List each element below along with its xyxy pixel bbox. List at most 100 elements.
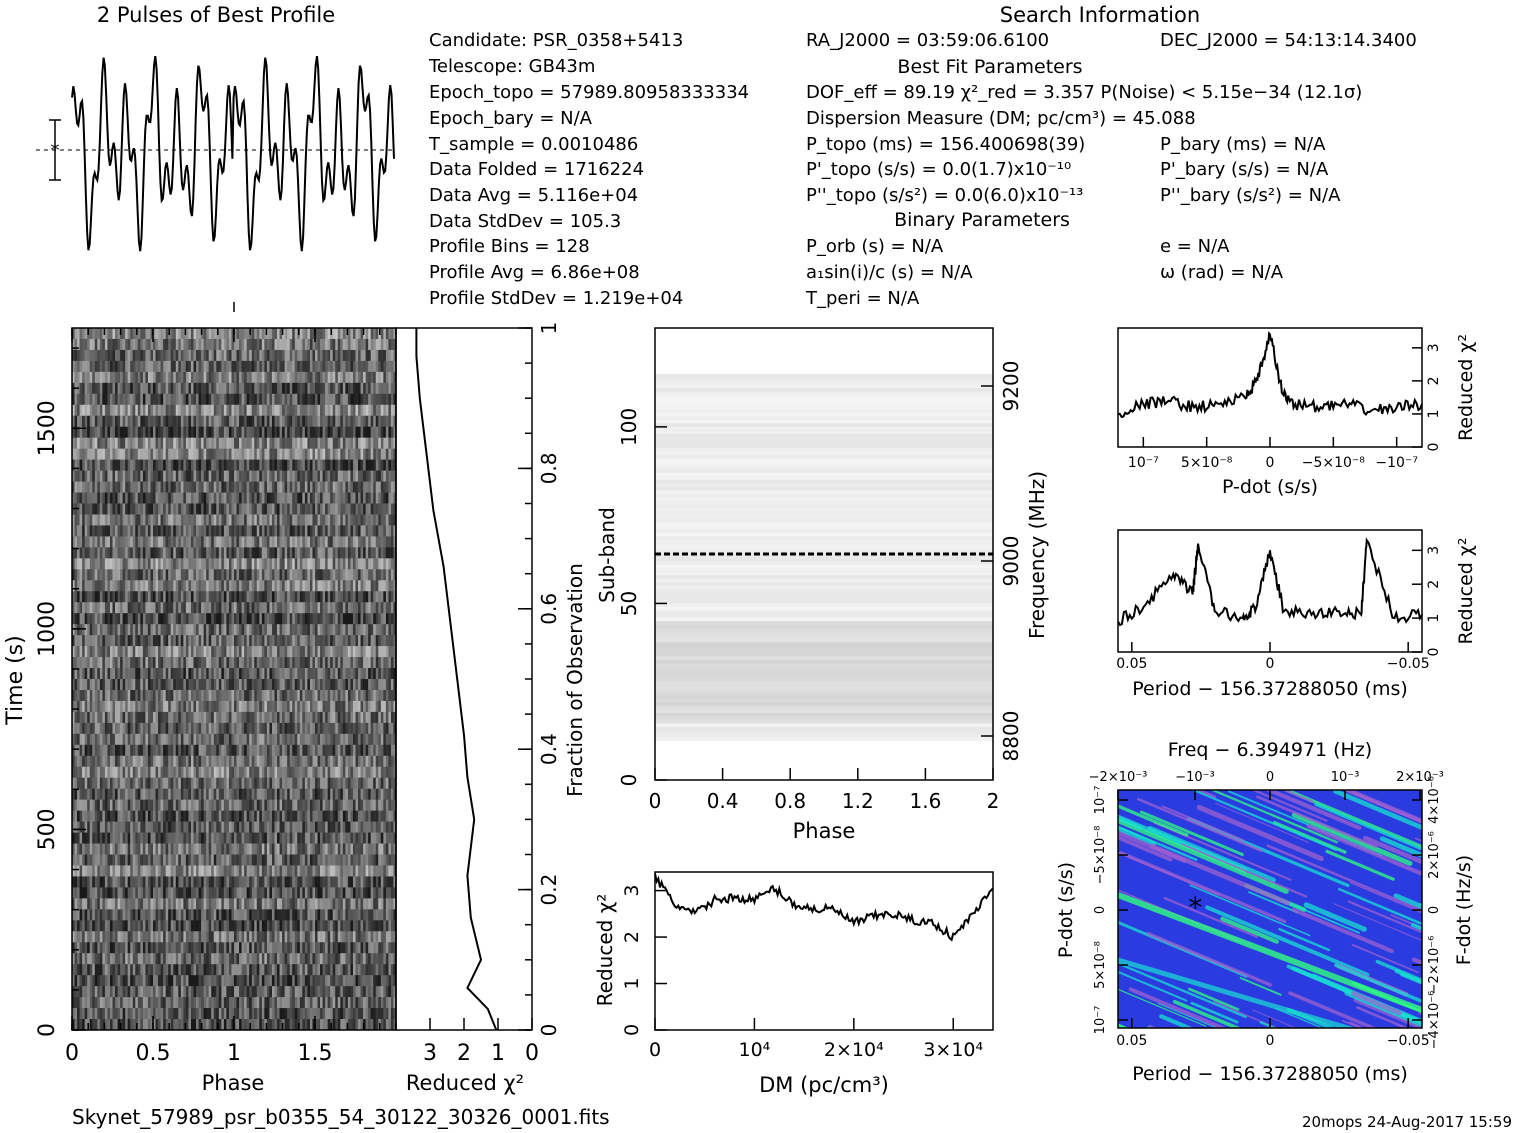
time-phase-cell	[183, 481, 187, 493]
time-phase-cell	[309, 679, 313, 691]
time-phase-cell	[155, 580, 159, 592]
time-phase-cell	[330, 602, 334, 614]
time-phase-cell	[180, 591, 184, 603]
time-phase-cell	[251, 393, 255, 406]
time-phase-cell	[112, 371, 116, 384]
time-phase-cell	[82, 448, 86, 461]
time-phase-cell	[320, 547, 323, 559]
time-phase-cell	[256, 525, 260, 537]
time-phase-cell	[198, 415, 202, 428]
time-phase-cell	[165, 349, 169, 362]
time-phase-cell	[287, 338, 291, 351]
time-phase-cell	[198, 646, 202, 658]
time-phase-cell	[368, 547, 372, 559]
time-phase-cell	[226, 448, 230, 461]
time-phase-cell	[216, 657, 220, 669]
time-phase-cell	[241, 536, 245, 548]
time-phase-cell	[309, 646, 313, 658]
time-phase-cell	[388, 624, 392, 636]
time-phase-cell	[299, 481, 303, 493]
time-phase-cell	[92, 481, 96, 493]
time-phase-cell	[158, 646, 161, 658]
time-phase-cell	[269, 525, 273, 537]
time-phase-cell	[358, 679, 361, 691]
time-phase-cell	[355, 602, 359, 614]
time-phase-cell	[269, 558, 273, 570]
time-phase-cell	[79, 349, 83, 362]
time-phase-cell	[307, 349, 311, 362]
time-phase-cell	[175, 349, 179, 362]
time-phase-cell	[360, 448, 364, 461]
time-phase-cell	[370, 569, 374, 581]
time-phase-cell	[370, 437, 374, 450]
time-phase-cell	[213, 547, 217, 559]
time-phase-cell	[304, 536, 308, 548]
time-phase-cell	[297, 404, 301, 417]
time-phase-cell	[203, 503, 207, 515]
time-phase-cell	[120, 415, 124, 428]
time-phase-cell	[180, 481, 184, 493]
time-phase-cell	[163, 700, 167, 713]
time-phase-cell	[345, 700, 349, 713]
time-phase-cell	[363, 536, 367, 548]
time-phase-cell	[340, 547, 344, 559]
time-phase-cell	[299, 437, 303, 450]
time-phase-cell	[385, 426, 389, 439]
time-phase-cell	[355, 382, 359, 395]
time-phase-cell	[188, 580, 192, 592]
time-phase-cell	[170, 711, 174, 724]
time-phase-cell	[337, 415, 341, 428]
time-phase-cell	[302, 426, 306, 439]
time-phase-cell	[337, 459, 341, 471]
time-phase-cell	[155, 426, 159, 439]
time-phase-cell	[163, 722, 167, 735]
time-phase-cell	[266, 382, 270, 395]
time-phase-cell	[294, 349, 298, 362]
time-phase-cell	[264, 613, 268, 625]
time-phase-cell	[173, 580, 177, 592]
time-phase-cell	[315, 536, 318, 548]
time-phase-cell	[390, 492, 394, 504]
time-phase-cell	[150, 393, 154, 406]
time-phase-cell	[120, 514, 124, 526]
time-phase-cell	[315, 668, 318, 680]
time-phase-cell	[327, 328, 331, 340]
time-phase-cell	[244, 328, 248, 340]
time-phase-cell	[112, 668, 116, 680]
time-phase-cell	[266, 514, 270, 526]
time-phase-cell	[317, 437, 321, 450]
time-phase-cell	[302, 635, 306, 647]
time-phase-cell	[155, 668, 159, 680]
time-phase-cell	[175, 733, 179, 746]
time-phase-cell	[72, 459, 75, 471]
time-phase-cell	[127, 393, 131, 406]
time-phase-cell	[309, 700, 313, 713]
time-phase-cell	[231, 744, 235, 757]
time-phase-cell	[87, 492, 91, 504]
time-phase-cell	[378, 722, 382, 735]
time-phase-cell	[122, 733, 126, 746]
time-phase-cell	[315, 503, 318, 515]
time-phase-cell	[127, 536, 131, 548]
time-phase-cell	[342, 349, 346, 362]
time-phase-cell	[312, 338, 316, 351]
time-phase-cell	[259, 492, 263, 504]
time-phase-cell	[135, 613, 139, 625]
time-phase-cell	[109, 657, 113, 669]
time-phase-cell	[271, 393, 275, 406]
time-phase-cell	[289, 503, 293, 515]
time-phase-cell	[266, 689, 270, 702]
time-phase-cell	[163, 536, 167, 548]
time-phase-cell	[259, 536, 263, 548]
time-phase-cell	[340, 382, 344, 395]
time-phase-cell	[284, 733, 288, 746]
time-phase-cell	[302, 591, 306, 603]
time-phase-cell	[223, 382, 227, 395]
time-phase-cell	[373, 338, 377, 351]
time-phase-cell	[292, 536, 296, 548]
time-phase-cell	[332, 328, 336, 340]
time-phase-cell	[140, 514, 144, 526]
time-phase-cell	[375, 360, 379, 373]
time-phase-cell	[87, 536, 91, 548]
time-phase-cell	[347, 404, 351, 417]
